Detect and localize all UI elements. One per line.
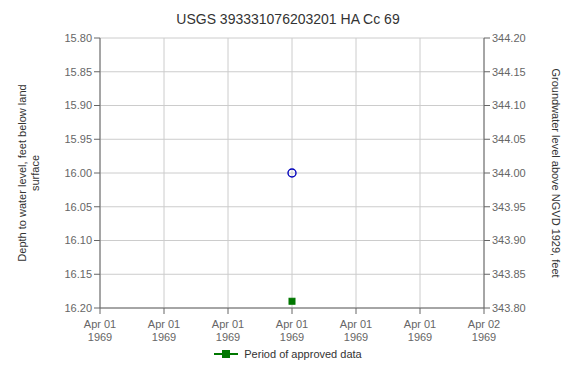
svg-text:343.95: 343.95 [492, 201, 526, 213]
svg-text:16.15: 16.15 [64, 268, 92, 280]
svg-text:15.80: 15.80 [64, 32, 92, 44]
svg-text:15.95: 15.95 [64, 133, 92, 145]
svg-text:344.00: 344.00 [492, 167, 526, 179]
svg-text:343.80: 343.80 [492, 302, 526, 314]
html-text:Period of approved data: Period of approved data [244, 348, 362, 360]
svg-text:344.05: 344.05 [492, 133, 526, 145]
svg-text:Groundwater level above NGVD 1: Groundwater level above NGVD 1929, feet [550, 68, 562, 277]
svg-text:16.20: 16.20 [64, 302, 92, 314]
svg-text:Apr 011969: Apr 011969 [276, 318, 308, 343]
svg-text:343.85: 343.85 [492, 268, 526, 280]
svg-text:Apr 021969: Apr 021969 [468, 318, 500, 343]
svg-text:344.15: 344.15 [492, 66, 526, 78]
svg-text:16.05: 16.05 [64, 201, 92, 213]
svg-text:343.90: 343.90 [492, 234, 526, 246]
svg-text:Apr 011969: Apr 011969 [84, 318, 116, 343]
svg-text:Apr 011969: Apr 011969 [404, 318, 436, 343]
svg-text:16.10: 16.10 [64, 234, 92, 246]
svg-text:Apr 011969: Apr 011969 [340, 318, 372, 343]
svg-text:15.85: 15.85 [64, 66, 92, 78]
svg-text:Apr 011969: Apr 011969 [212, 318, 244, 343]
svg-text:344.20: 344.20 [492, 32, 526, 44]
svg-text:Depth to water level, feet bel: Depth to water level, feet below land [16, 84, 28, 261]
html-text:USGS 393331076203201 HA Cc 69: USGS 393331076203201 HA Cc 69 [176, 11, 400, 27]
svg-text:surface: surface [29, 155, 41, 191]
svg-text:16.00: 16.00 [64, 167, 92, 179]
svg-text:344.10: 344.10 [492, 99, 526, 111]
svg-text:15.90: 15.90 [64, 99, 92, 111]
svg-text:Apr 011969: Apr 011969 [148, 318, 180, 343]
